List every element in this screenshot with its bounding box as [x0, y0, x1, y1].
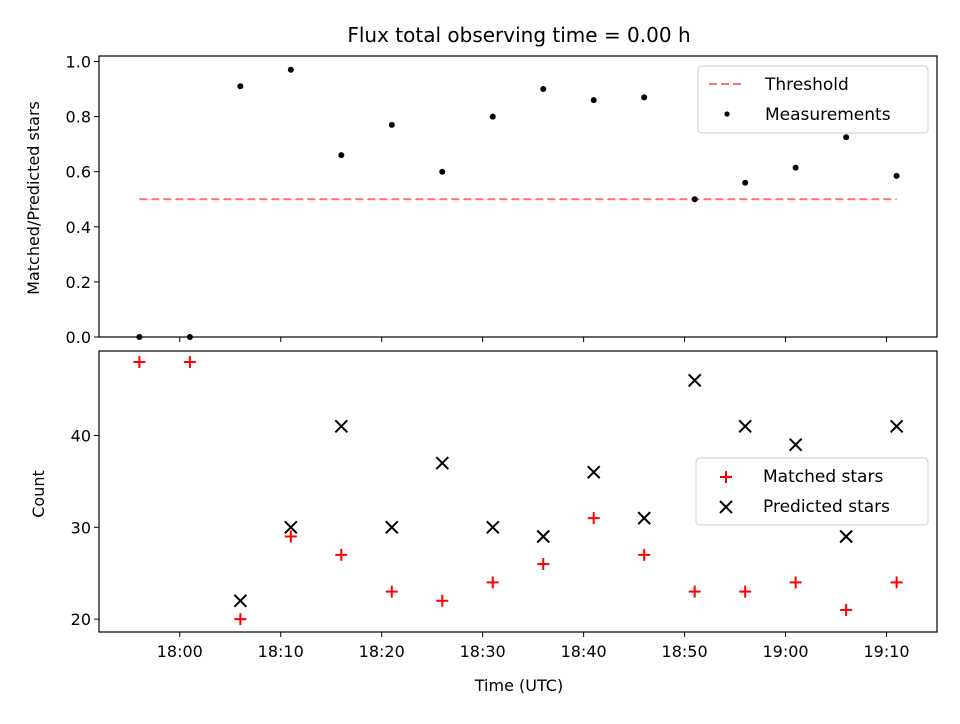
matched-star-point: [840, 603, 853, 616]
measurement-point: [540, 86, 547, 93]
bottom-legend: Matched stars Predicted stars: [695, 457, 929, 526]
predicted-star-point: [284, 520, 298, 535]
bottom-x-tick-label: 19:10: [863, 642, 909, 661]
top-legend-box: [697, 65, 929, 134]
matched-star-point: [688, 585, 701, 598]
bottom-x-tick-label: 18:30: [460, 642, 506, 661]
top-y-tick-label: 0.0: [66, 328, 91, 347]
legend-threshold-label: Threshold: [764, 75, 849, 95]
bottom-x-tick-label: 18:10: [258, 642, 304, 661]
top-y-tick-label: 0.2: [66, 273, 91, 292]
measurement-point: [691, 196, 698, 203]
top-y-tick-label: 1.0: [66, 53, 91, 72]
chart-title: Flux total observing time = 0.00 h: [347, 23, 690, 47]
matched-star-point: [133, 356, 146, 369]
predicted-star-point: [435, 456, 449, 470]
matched-star-point: [486, 576, 499, 589]
predicted-star-point: [788, 437, 803, 452]
predicted-star-point: [536, 529, 550, 544]
bottom-x-tick-label: 18:20: [359, 642, 405, 661]
matched-star-point: [436, 594, 449, 607]
legend-predicted-label: Predicted stars: [763, 497, 890, 517]
predicted-star-point: [486, 520, 500, 535]
measurement-point: [489, 113, 496, 120]
bottom-y-tick-label: 20: [71, 610, 91, 629]
matched-star-point: [638, 548, 651, 561]
top-y-tick-label: 0.4: [66, 218, 91, 237]
top-y-tick-label: 0.8: [66, 108, 91, 127]
top-panel: 0.0 0.2 0.4 0.6 0.8 1.0 Threshold Measurements: [66, 53, 938, 347]
matched-star-point: [739, 585, 752, 598]
top-plot-frame: [98, 55, 938, 338]
x-axis-label: Time (UTC): [474, 676, 563, 695]
bottom-legend-box: [695, 457, 929, 526]
legend-matched-label: Matched stars: [763, 467, 883, 487]
predicted-star-point: [889, 419, 904, 434]
top-legend: Threshold Measurements: [697, 65, 929, 134]
bottom-x-tick-label: 18:40: [561, 642, 607, 661]
bottom-y-tick-label: 40: [71, 426, 91, 445]
measurement-point: [792, 164, 799, 171]
predicted-star-point: [839, 529, 853, 544]
predicted-star-point: [334, 419, 349, 434]
predicted-star-point: [385, 520, 399, 535]
top-y-tick-label: 0.6: [66, 163, 91, 182]
predicted-star-point: [687, 373, 702, 388]
measurement-point: [893, 172, 900, 179]
matched-star-point: [335, 548, 348, 561]
predicted-star-point: [587, 465, 601, 479]
measurement-point: [439, 168, 446, 175]
bottom-y-axis-label: Count: [29, 470, 48, 518]
predicted-star-point: [738, 419, 752, 434]
legend-predicted-swatch: [719, 500, 733, 514]
measurement-point: [641, 94, 648, 101]
bottom-plot-frame: [98, 350, 938, 633]
matched-star-point: [587, 512, 600, 525]
predicted-star-point: [233, 594, 248, 608]
bottom-x-tick-label: 18:50: [662, 642, 708, 661]
matched-star-point: [537, 558, 550, 571]
measurement-point: [287, 66, 294, 73]
measurement-point: [742, 179, 749, 186]
measurement-point: [843, 134, 850, 141]
matched-star-point: [284, 530, 297, 543]
matched-star-point: [234, 613, 247, 626]
measurement-point: [338, 152, 345, 159]
top-y-axis-label: Matched/Predicted stars: [24, 101, 43, 295]
measurement-point: [237, 83, 244, 90]
measurement-point: [590, 97, 597, 104]
bottom-y-tick-label: 30: [71, 518, 91, 537]
legend-matched-swatch: [720, 471, 732, 483]
bottom-panel: 20 30 40 18:00 18:10 18:20 18:30 18:40 18:50 19:0…: [71, 350, 938, 661]
matched-star-point: [183, 356, 196, 369]
matched-star-point: [789, 576, 802, 589]
measurement-point: [388, 121, 395, 128]
matched-star-point: [890, 576, 903, 589]
predicted-star-point: [637, 511, 651, 525]
bottom-x-tick-label: 19:00: [762, 642, 808, 661]
legend-measurement-swatch: [724, 111, 730, 117]
matched-star-point: [385, 585, 398, 598]
bottom-x-tick-label: 18:00: [157, 642, 203, 661]
legend-measurement-label: Measurements: [765, 105, 891, 125]
